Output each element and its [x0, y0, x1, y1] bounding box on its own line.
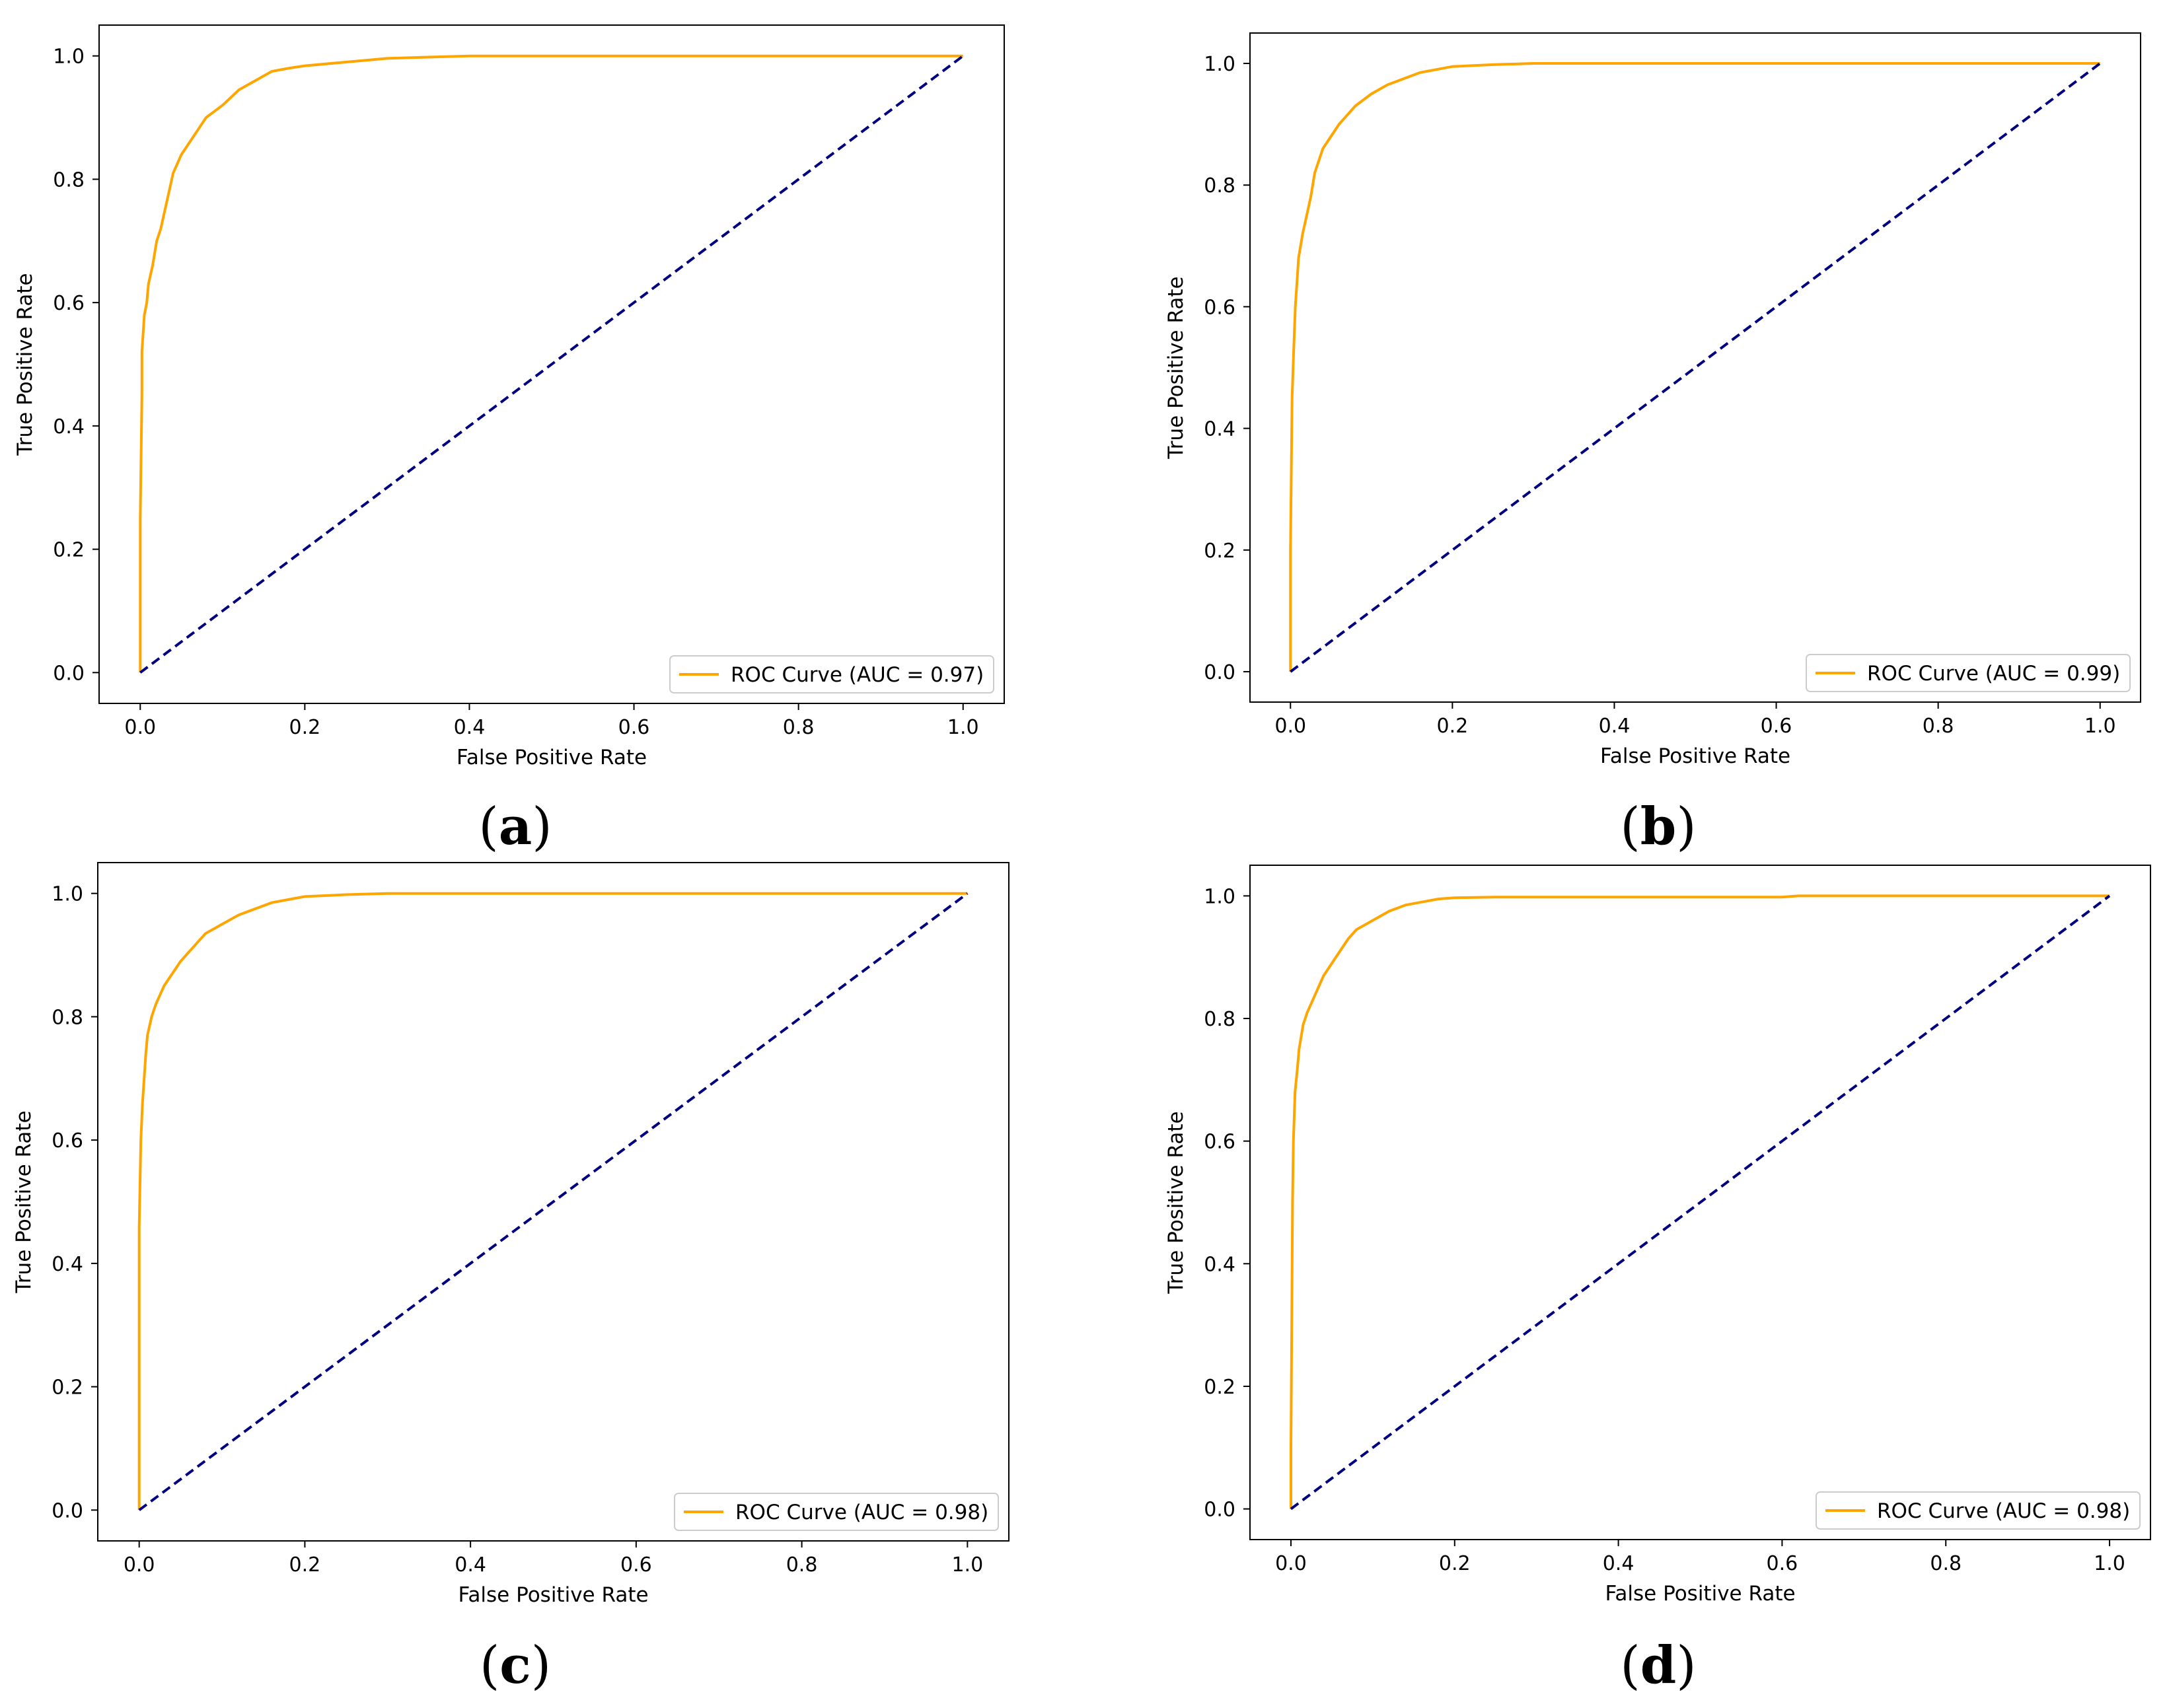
x-tick-label: 0.8 — [1923, 715, 1954, 738]
chart-panel-a: 0.0 0.2 0.4 0.6 0.8 1.0 0.0 0.2 0.4 0.6 0.8 1.0 Fals… — [13, 24, 1005, 857]
chart-panel-d: 0.0 0.2 0.4 0.6 0.8 1.0 0.0 0.2 0.4 0.6 0.8 1.0 Fals… — [1164, 865, 2151, 1695]
y-tick-label: 0.2 — [53, 539, 85, 562]
x-tick-label: 1.0 — [947, 716, 979, 739]
legend-label: ROC Curve (AUC = 0.97) — [731, 663, 984, 687]
legend-box — [674, 1493, 999, 1531]
y-tick-label: 0.2 — [1204, 1376, 1235, 1399]
y-tick-label: 0.0 — [1204, 1499, 1235, 1522]
chart-panel-b: 0.0 0.2 0.4 0.6 0.8 1.0 0.0 0.2 0.4 0.6 0.8 1.0 Fals… — [1164, 32, 2141, 857]
y-tick-label: 0.6 — [1204, 1131, 1235, 1154]
legend-box — [1806, 654, 2131, 692]
chart-panel-c: 0.0 0.2 0.4 0.6 0.8 1.0 0.0 0.2 0.4 0.6 0.8 1.0 Fals… — [12, 862, 1010, 1695]
y-tick-label: 1.0 — [1204, 53, 1235, 76]
chance-diagonal-line — [1290, 894, 2111, 1511]
axes-frame — [97, 862, 1010, 1542]
y-tick-label: 0.8 — [1204, 1008, 1235, 1031]
y-tick-label: 0.4 — [1204, 418, 1235, 441]
y-axis-label: True Positive Rate — [1164, 1111, 1188, 1294]
y-tick-label: 0.6 — [52, 1129, 83, 1153]
y-axis-label: True Positive Rate — [1164, 276, 1188, 459]
y-tick-label: 0.6 — [1204, 296, 1235, 319]
y-tick-label: 0.8 — [52, 1006, 83, 1029]
y-tick-label: 0.4 — [1204, 1253, 1235, 1276]
x-axis-label: False Positive Rate — [457, 746, 647, 769]
y-tick-label: 1.0 — [53, 46, 85, 69]
panel-label: (c) — [480, 1635, 551, 1695]
x-tick-label: 0.0 — [124, 1553, 155, 1577]
x-tick-label: 0.4 — [1599, 715, 1631, 738]
y-tick-label: 0.6 — [53, 292, 85, 315]
axes-frame — [1249, 865, 2151, 1540]
x-tick-label: 0.6 — [618, 716, 650, 739]
y-tick-label: 0.0 — [52, 1499, 83, 1522]
y-tick-label: 0.4 — [53, 415, 85, 439]
x-tick-label: 0.4 — [454, 716, 486, 739]
panel-label: (b) — [1620, 797, 1696, 857]
x-axis-label: False Positive Rate — [458, 1583, 648, 1607]
x-tick-label: 0.6 — [1767, 1552, 1798, 1575]
roc-curve-line — [137, 892, 968, 1511]
y-tick-label: 1.0 — [52, 883, 83, 906]
x-axis-label: False Positive Rate — [1605, 1582, 1795, 1606]
y-tick-label: 0.8 — [1204, 174, 1235, 197]
x-tick-label: 0.6 — [620, 1553, 652, 1577]
y-axis-label: True Positive Rate — [12, 1110, 36, 1293]
legend-box — [669, 655, 994, 694]
chance-diagonal-line — [138, 892, 969, 1511]
x-tick-label: 1.0 — [951, 1553, 983, 1577]
x-tick-label: 0.0 — [1274, 715, 1306, 738]
x-tick-label: 0.2 — [1439, 1552, 1471, 1575]
roc-curve-line — [1289, 62, 2100, 672]
legend-label: ROC Curve (AUC = 0.99) — [1867, 662, 2120, 686]
axes-frame — [1249, 32, 2141, 703]
x-tick-label: 0.8 — [783, 716, 815, 739]
x-axis-label: False Positive Rate — [1600, 744, 1790, 768]
chance-diagonal-line — [1290, 62, 2101, 673]
roc-curve-line — [1290, 894, 2110, 1509]
panel-label: (d) — [1620, 1635, 1696, 1695]
roc-curve-line — [139, 54, 963, 673]
legend-label: ROC Curve (AUC = 0.98) — [1877, 1499, 2130, 1523]
x-tick-label: 1.0 — [2084, 715, 2116, 738]
y-tick-label: 0.2 — [1204, 540, 1235, 563]
legend-box — [1816, 1491, 2141, 1530]
x-tick-label: 0.0 — [124, 716, 156, 739]
y-tick-label: 0.0 — [1204, 661, 1235, 684]
axes-frame — [98, 24, 1005, 704]
x-tick-label: 0.2 — [289, 716, 321, 739]
panel-label: (a) — [478, 797, 552, 857]
y-axis-label: True Positive Rate — [13, 273, 37, 456]
y-tick-label: 0.0 — [53, 662, 85, 685]
x-tick-label: 0.0 — [1275, 1552, 1307, 1575]
x-tick-label: 0.8 — [1930, 1552, 1962, 1575]
chance-diagonal-line — [139, 55, 964, 674]
x-tick-label: 0.2 — [289, 1553, 321, 1577]
x-tick-label: 0.2 — [1437, 715, 1469, 738]
y-tick-label: 0.2 — [52, 1376, 83, 1400]
x-tick-label: 0.4 — [455, 1553, 486, 1577]
x-tick-label: 1.0 — [2094, 1552, 2125, 1575]
legend-label: ROC Curve (AUC = 0.98) — [735, 1501, 988, 1524]
x-tick-label: 0.6 — [1761, 715, 1792, 738]
y-tick-label: 0.8 — [53, 168, 85, 192]
x-tick-label: 0.8 — [786, 1553, 818, 1577]
y-tick-label: 1.0 — [1204, 885, 1235, 908]
x-tick-label: 0.4 — [1603, 1552, 1634, 1575]
y-tick-label: 0.4 — [52, 1253, 83, 1276]
